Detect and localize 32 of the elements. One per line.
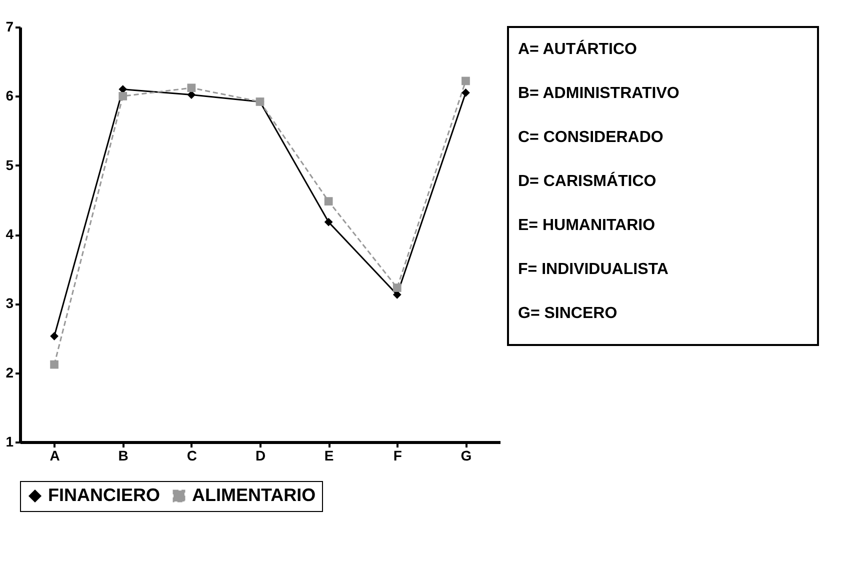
y-tick-label: 7 — [6, 18, 14, 34]
y-tick-label: 2 — [6, 364, 14, 380]
x-tick-label: E — [324, 448, 334, 464]
point — [324, 197, 333, 206]
x-tick-label: B — [118, 448, 128, 464]
x-tick-label: F — [393, 448, 402, 464]
x-tick-label: G — [460, 448, 472, 464]
y-tick-label: 3 — [6, 295, 14, 312]
x-tick-label: D — [255, 448, 266, 464]
x-tick-label: C — [186, 448, 197, 464]
text: A= AUTÁRTICO — [518, 39, 637, 58]
legend-label: ALIMENTARIO — [192, 485, 316, 505]
point — [50, 332, 58, 340]
point — [187, 84, 196, 92]
text: B= ADMINISTRATIVO — [518, 85, 680, 102]
point — [462, 76, 470, 86]
text: E= HUMANITARIO — [518, 217, 656, 234]
point — [462, 88, 470, 97]
point — [50, 360, 58, 369]
text: F= INDIVIDUALISTA — [518, 261, 669, 278]
text: D= CARISMÁTICO — [518, 171, 656, 190]
point — [392, 284, 402, 292]
point — [118, 92, 128, 100]
y-tick-label: 5 — [6, 156, 14, 173]
text: C= CONSIDERADO — [518, 129, 664, 146]
y-tick-label: 6 — [6, 88, 14, 104]
text: G= SINCERO — [518, 305, 618, 322]
y-tick-label: 1 — [6, 434, 14, 450]
legend-label: FINANCIERO — [48, 485, 160, 505]
y-tick-label: 4 — [6, 226, 14, 242]
point — [324, 218, 333, 226]
x-tick-label: A — [50, 448, 60, 464]
